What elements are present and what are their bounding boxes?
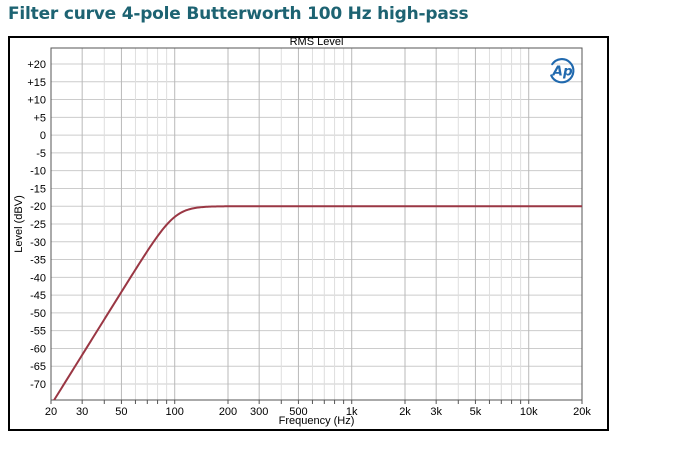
chart-title: RMS Level	[289, 36, 344, 48]
x-tick-label: 1k	[346, 406, 358, 418]
x-gridlines-and-ticks	[50, 48, 583, 404]
y-axis-label: Level (dBV)	[13, 195, 25, 253]
filter-response-curve	[52, 205, 582, 400]
x-tick-label: 500	[289, 406, 307, 418]
page-title: Filter curve 4-pole Butterworth 100 Hz h…	[8, 4, 469, 24]
y-tick-label: -65	[30, 361, 46, 373]
x-tick-label: 20	[45, 406, 57, 418]
y-tick-label: -5	[36, 148, 46, 160]
x-tick-label: 3k	[430, 406, 442, 418]
y-tick-label: -55	[30, 326, 46, 338]
x-tick-label: 50	[115, 406, 127, 418]
y-tick-label: +20	[27, 59, 46, 71]
y-tick-label: -20	[30, 201, 46, 213]
y-gridlines-and-labels: +20 +15 +10 +5 0 -5 -10 -15 -20 -25 -30 -35 -40 -45 -5…	[27, 59, 582, 391]
x-axis-label: Frequency (Hz)	[278, 415, 355, 427]
x-tick-label: 200	[219, 406, 237, 418]
y-tick-label: -35	[30, 255, 46, 267]
y-tick-label: +5	[33, 112, 46, 124]
ap-logo-swoosh	[550, 58, 575, 84]
y-tick-label: -70	[30, 379, 46, 391]
y-tick-label: -40	[30, 272, 46, 284]
y-tick-label: -45	[30, 290, 46, 302]
y-tick-label: -60	[30, 343, 46, 355]
y-tick-label: -10	[30, 166, 46, 178]
y-tick-label: -50	[30, 308, 46, 320]
x-tick-label: 5k	[470, 406, 482, 418]
chart-frame: +20 +15 +10 +5 0 -5 -10 -15 -20 -25 -30 -35 -40 -45 -5…	[8, 36, 609, 431]
x-tick-label: 100	[166, 406, 184, 418]
y-tick-label: +10	[27, 95, 46, 107]
ap-logo-text: Ap	[552, 64, 573, 80]
y-tick-label: +15	[27, 77, 46, 89]
x-tick-label: 30	[76, 406, 88, 418]
plot-border	[50, 47, 583, 401]
y-tick-label: -15	[30, 183, 46, 195]
y-tick-label: 0	[40, 130, 46, 142]
plot-area: +20 +15 +10 +5 0 -5 -10 -15 -20 -25 -30 -35 -40 -45 -5…	[27, 47, 591, 418]
x-tick-label: 10k	[520, 406, 538, 418]
x-tick-label: 20k	[573, 406, 591, 418]
ap-logo: Ap	[550, 58, 575, 84]
x-tick-labels: 20 30 50 100 200 300 500 1k 2k 3k 5k 10k 20k	[45, 406, 591, 418]
x-tick-label: 300	[250, 406, 268, 418]
y-tick-label: -25	[30, 219, 46, 231]
y-tick-label: -30	[30, 237, 46, 249]
x-tick-label: 2k	[399, 406, 411, 418]
